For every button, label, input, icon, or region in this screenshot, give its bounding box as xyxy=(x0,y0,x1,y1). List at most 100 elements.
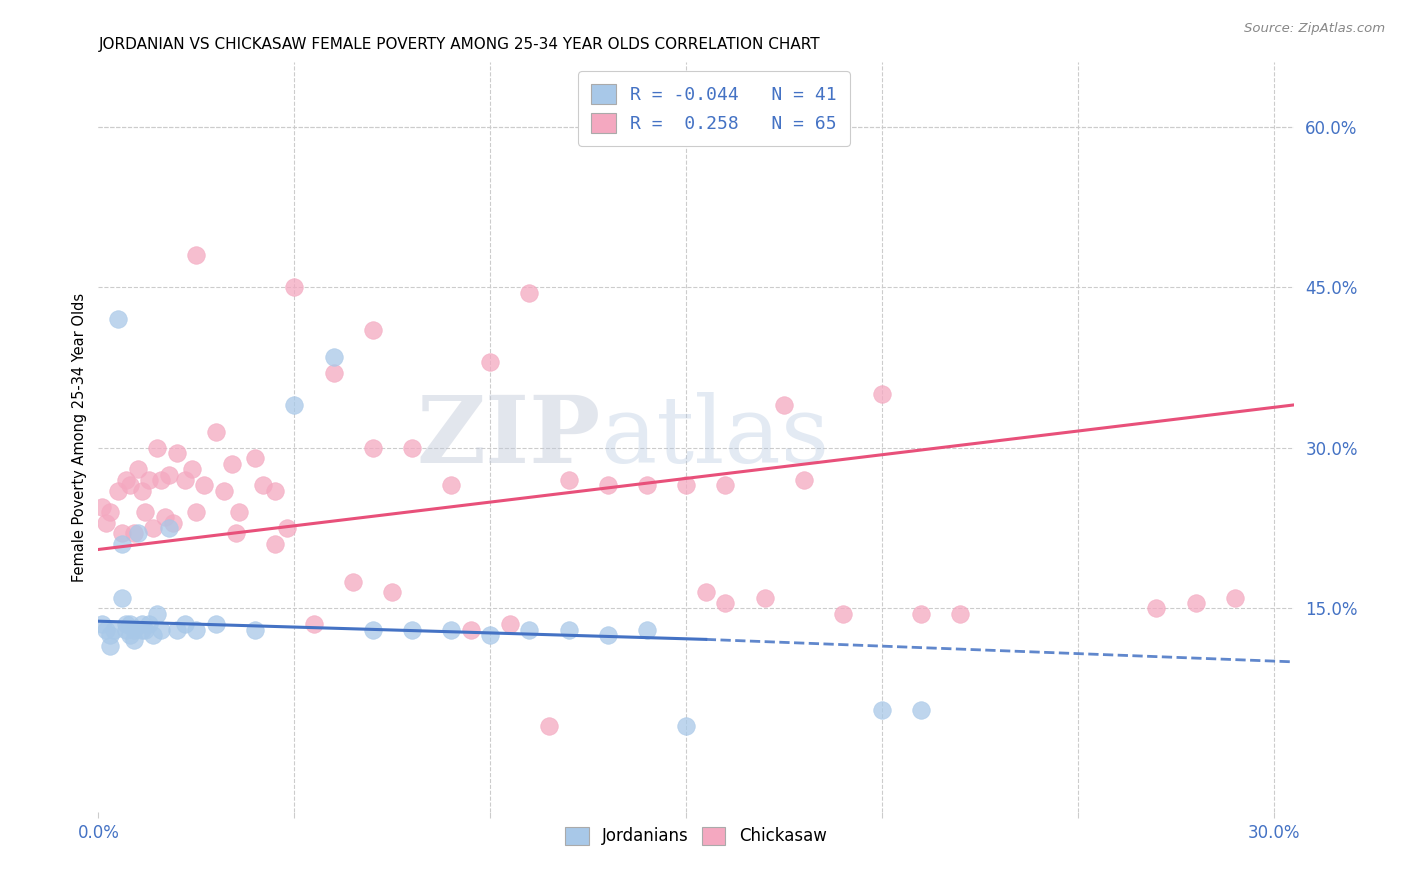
Point xyxy=(252,478,274,492)
Point xyxy=(142,521,165,535)
Point xyxy=(832,607,855,621)
Point xyxy=(870,387,893,401)
Point xyxy=(557,623,579,637)
Point xyxy=(96,623,118,637)
Point xyxy=(754,591,776,605)
Point xyxy=(146,607,169,621)
Point xyxy=(134,505,156,519)
Point xyxy=(157,467,180,482)
Point xyxy=(910,703,932,717)
Point xyxy=(302,617,325,632)
Point xyxy=(150,623,173,637)
Point xyxy=(1184,596,1206,610)
Point xyxy=(519,285,541,300)
Point xyxy=(283,280,305,294)
Point xyxy=(127,462,149,476)
Point xyxy=(1223,591,1246,605)
Point xyxy=(361,623,384,637)
Point xyxy=(131,623,153,637)
Point xyxy=(401,623,423,637)
Text: atlas: atlas xyxy=(600,392,830,482)
Point xyxy=(205,425,228,439)
Point xyxy=(225,526,247,541)
Point xyxy=(381,585,404,599)
Point xyxy=(243,623,266,637)
Point xyxy=(440,623,463,637)
Point xyxy=(150,473,173,487)
Point xyxy=(98,505,121,519)
Point xyxy=(122,623,145,637)
Point xyxy=(557,473,579,487)
Point xyxy=(107,312,129,326)
Point xyxy=(96,516,118,530)
Point xyxy=(111,526,134,541)
Point xyxy=(181,462,204,476)
Point xyxy=(118,478,141,492)
Point xyxy=(440,478,463,492)
Point xyxy=(186,623,208,637)
Point xyxy=(103,623,125,637)
Point xyxy=(122,526,145,541)
Point xyxy=(142,628,165,642)
Legend: Jordanians, Chickasaw: Jordanians, Chickasaw xyxy=(558,820,834,852)
Text: ZIP: ZIP xyxy=(416,392,600,482)
Point xyxy=(263,483,285,498)
Point xyxy=(131,617,153,632)
Point xyxy=(537,719,560,733)
Point xyxy=(186,248,208,262)
Point xyxy=(596,478,619,492)
Point xyxy=(91,500,114,514)
Point xyxy=(460,623,482,637)
Point xyxy=(131,483,153,498)
Point xyxy=(153,510,176,524)
Point xyxy=(98,628,121,642)
Point xyxy=(519,623,541,637)
Point xyxy=(162,516,184,530)
Point xyxy=(322,366,344,380)
Point xyxy=(166,623,188,637)
Point xyxy=(695,585,717,599)
Point xyxy=(138,473,160,487)
Point xyxy=(714,478,737,492)
Point xyxy=(186,505,208,519)
Text: Source: ZipAtlas.com: Source: ZipAtlas.com xyxy=(1244,22,1385,36)
Point xyxy=(276,521,298,535)
Point xyxy=(107,483,129,498)
Point xyxy=(342,574,364,589)
Point xyxy=(91,617,114,632)
Point xyxy=(675,478,697,492)
Point xyxy=(322,350,344,364)
Point xyxy=(212,483,235,498)
Point xyxy=(115,617,138,632)
Point xyxy=(134,623,156,637)
Point xyxy=(146,441,169,455)
Point xyxy=(118,617,141,632)
Point xyxy=(361,323,384,337)
Point xyxy=(596,628,619,642)
Point xyxy=(479,628,502,642)
Point xyxy=(118,628,141,642)
Point xyxy=(221,457,243,471)
Point xyxy=(910,607,932,621)
Point xyxy=(263,537,285,551)
Point xyxy=(714,596,737,610)
Point xyxy=(115,623,138,637)
Point xyxy=(173,617,195,632)
Point xyxy=(127,526,149,541)
Point xyxy=(157,521,180,535)
Point xyxy=(949,607,972,621)
Point xyxy=(228,505,250,519)
Point xyxy=(193,478,215,492)
Point xyxy=(1144,601,1167,615)
Point xyxy=(499,617,522,632)
Point xyxy=(173,473,195,487)
Point xyxy=(122,633,145,648)
Point xyxy=(111,591,134,605)
Point xyxy=(479,355,502,369)
Point xyxy=(166,446,188,460)
Point xyxy=(636,478,658,492)
Point xyxy=(115,473,138,487)
Point xyxy=(98,639,121,653)
Point xyxy=(283,398,305,412)
Point xyxy=(793,473,815,487)
